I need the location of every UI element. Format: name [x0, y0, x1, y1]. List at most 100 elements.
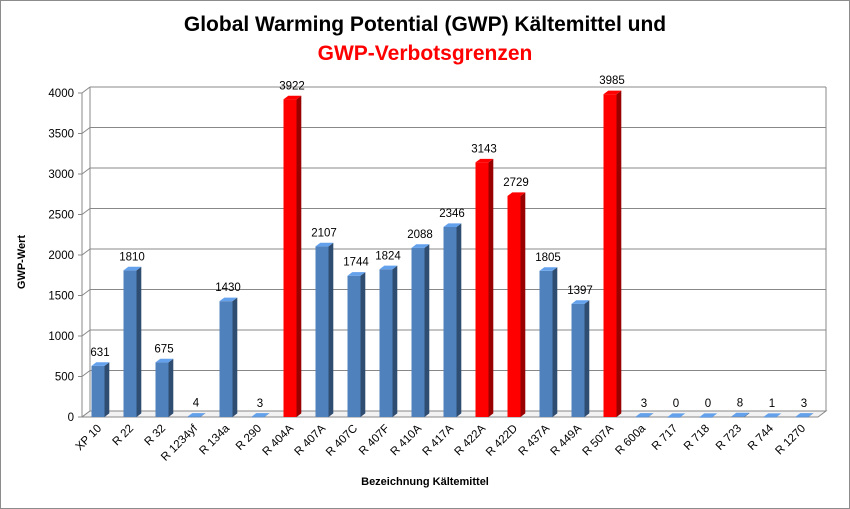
bar: [91, 365, 105, 417]
data-label: 2088: [407, 229, 433, 241]
chart-title: Global Warming Potential (GWP) Kältemitt…: [183, 13, 667, 36]
y-tick-label: 500: [55, 372, 74, 384]
bar: [411, 247, 425, 417]
grid-edge: [81, 167, 91, 175]
bar-top: [155, 358, 174, 363]
bar: [475, 162, 489, 417]
bar-top: [379, 265, 398, 270]
bar: [251, 416, 265, 418]
x-tick-label: R 723: [714, 423, 744, 453]
grid-edge: [81, 289, 91, 296]
bar-top: [475, 158, 494, 163]
bar-top: [603, 90, 622, 95]
bar: [571, 303, 585, 417]
x-tick-label: XP 10: [74, 423, 104, 453]
bar-top: [731, 412, 750, 417]
bar: [635, 416, 649, 418]
bar-side: [648, 413, 654, 417]
data-label: 3: [257, 398, 263, 410]
bar: [155, 362, 169, 417]
data-label: 1810: [119, 251, 145, 263]
bar-top: [411, 244, 430, 248]
y-tick-label: 3000: [48, 169, 74, 181]
bar: [315, 246, 329, 417]
x-tick-label: R 1270: [773, 423, 808, 458]
x-tick-label: R 437A: [517, 422, 553, 458]
data-label: 3: [641, 398, 647, 410]
bar-top: [571, 300, 590, 304]
x-tick-label: R 404A: [261, 422, 297, 458]
bar: [539, 270, 553, 417]
bar-side: [264, 413, 270, 417]
x-tick-label: R 449A: [549, 422, 585, 458]
bar-side: [776, 413, 782, 417]
data-label: 631: [90, 347, 109, 359]
data-label: 1430: [215, 282, 241, 294]
x-tick-label: R 422A: [453, 422, 489, 458]
x-tick-label: R 407A: [293, 422, 329, 458]
bar-top: [699, 413, 718, 417]
data-label: 3922: [279, 80, 305, 92]
bar: [667, 417, 681, 418]
bar-top: [635, 413, 654, 417]
data-label: 1805: [535, 252, 561, 264]
x-tick-label: R 600a: [613, 422, 648, 457]
grid-edge: [81, 329, 91, 337]
bar-top: [507, 192, 526, 196]
grid-edge: [81, 208, 91, 215]
bar: [603, 94, 617, 417]
grid-edge: [81, 86, 91, 94]
x-tick-label: R 717: [650, 423, 680, 453]
x-tick-label: R 507A: [581, 422, 617, 458]
x-tick-label: R 1234yf: [159, 422, 201, 464]
x-tick-label: R 407F: [357, 423, 392, 458]
data-label: 675: [154, 343, 173, 355]
x-tick-label: R 32: [142, 423, 168, 449]
grid-edge: [81, 248, 91, 256]
x-tick-label: R 417A: [421, 422, 457, 458]
bar-side: [104, 362, 110, 417]
bar-top: [91, 362, 110, 366]
bar-top: [315, 242, 334, 247]
data-label: 3143: [471, 143, 497, 155]
bar-top: [123, 266, 142, 271]
data-label: 1: [769, 398, 775, 410]
bar-side: [168, 358, 174, 417]
bar-side: [296, 95, 302, 417]
x-tick-label: R 407C: [324, 423, 360, 459]
data-label: 4: [193, 398, 200, 410]
y-tick-label: 1000: [48, 331, 74, 343]
bar: [763, 416, 777, 418]
x-tick-label: R 422D: [484, 423, 520, 459]
bar-top: [283, 95, 302, 100]
bar-top: [347, 272, 366, 276]
bar-top: [187, 413, 206, 417]
bar-top: [539, 267, 558, 271]
data-label: 0: [705, 398, 711, 410]
bar: [507, 195, 521, 417]
bar-side: [488, 158, 494, 417]
bar: [379, 269, 393, 417]
bar-top: [763, 413, 782, 417]
bar-side: [584, 300, 590, 417]
y-tick-label: 3500: [48, 129, 74, 141]
bar-side: [328, 242, 334, 417]
data-label: 2729: [503, 177, 529, 189]
x-tick-label: R 744: [746, 422, 777, 453]
x-tick-label: R 22: [110, 423, 136, 449]
x-tick-label: R 410A: [389, 422, 425, 458]
bar-side: [552, 267, 558, 417]
bar: [219, 301, 233, 417]
bar: [187, 416, 201, 418]
bar-side: [520, 192, 526, 417]
bar-side: [136, 266, 142, 417]
bar: [731, 416, 745, 417]
x-tick-label: R 718: [682, 423, 712, 453]
bar-side: [392, 265, 398, 417]
data-label: 1824: [375, 250, 401, 262]
data-label: 2346: [439, 208, 465, 220]
bar: [347, 275, 361, 417]
chart-subtitle: GWP-Verbotsgrenzen: [317, 42, 533, 65]
data-label: 0: [673, 398, 679, 410]
